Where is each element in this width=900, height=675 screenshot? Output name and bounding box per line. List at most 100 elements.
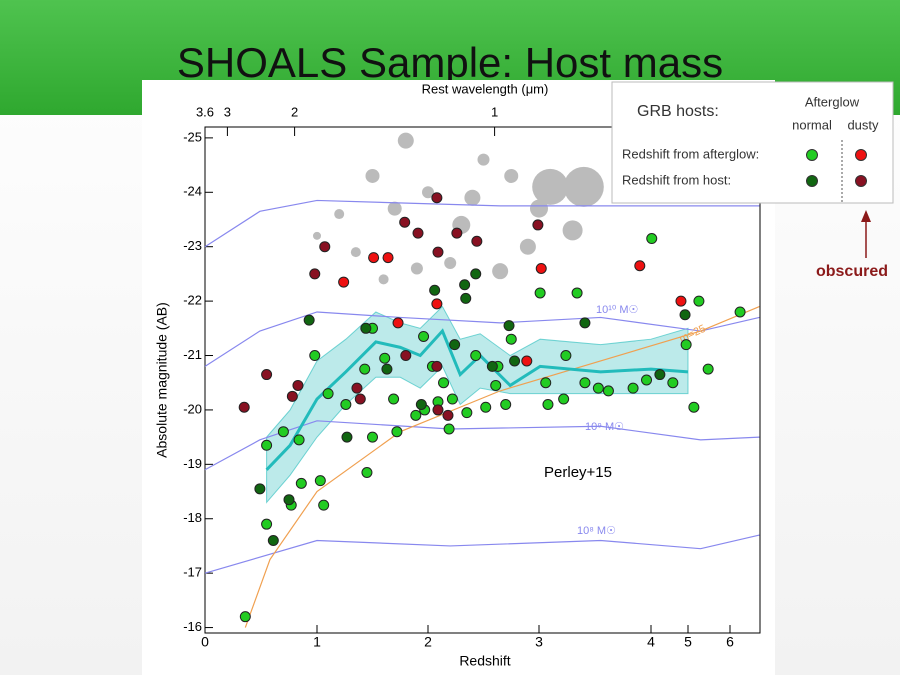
- annotation: obscured: [816, 263, 888, 280]
- grb-host: [667, 377, 679, 389]
- grb-host: [679, 309, 691, 321]
- grb-host: [460, 292, 472, 304]
- grb-host: [418, 330, 430, 342]
- legend: [611, 81, 894, 204]
- grb-host: [461, 407, 473, 419]
- grb-host: [654, 369, 666, 381]
- grb-host: [431, 360, 443, 372]
- field-galaxy: [562, 220, 583, 241]
- grb-host: [382, 252, 394, 264]
- field-galaxy: [365, 168, 380, 183]
- grb-host: [560, 350, 572, 362]
- field-galaxy: [378, 274, 389, 285]
- grb-host: [446, 393, 458, 405]
- grb-host: [540, 377, 552, 389]
- mass-track: [204, 534, 760, 574]
- grb-host: [486, 360, 498, 372]
- grb-host: [429, 284, 441, 296]
- grb-host: [391, 426, 403, 438]
- grb-host: [254, 483, 266, 495]
- grb-host: [432, 404, 444, 416]
- grb-host: [579, 377, 591, 389]
- grb-host: [292, 379, 304, 391]
- grb-host: [675, 295, 687, 307]
- grb-host: [532, 219, 544, 231]
- grb-host: [400, 350, 412, 362]
- grb-host: [558, 393, 570, 405]
- line-label: 10⁹ M☉: [585, 421, 624, 433]
- field-galaxy: [334, 209, 345, 220]
- slide-title: SHOALS Sample: Host mass: [177, 39, 723, 86]
- grb-host: [693, 295, 705, 307]
- grb-host: [392, 317, 404, 329]
- grb-host: [592, 382, 604, 394]
- grb-host: [702, 363, 714, 375]
- legend-swatch: [855, 149, 867, 161]
- legend-title: GRB hosts:: [637, 103, 719, 120]
- field-galaxy: [422, 186, 434, 199]
- field-galaxy: [350, 247, 361, 258]
- arrow-head: [861, 210, 871, 222]
- grb-host: [286, 390, 298, 402]
- grb-host: [521, 355, 533, 367]
- top-axis-label: Rest wavelength (μm): [422, 81, 549, 96]
- grb-host: [505, 333, 517, 345]
- top-tick-label: 3: [224, 104, 231, 119]
- grb-host: [341, 431, 353, 443]
- grb-host: [451, 227, 463, 239]
- grb-host: [542, 398, 554, 410]
- grb-host: [500, 398, 512, 410]
- top-tick-label: 1: [491, 104, 498, 119]
- top-tick-label: 3.6: [196, 104, 214, 119]
- field-galaxy: [464, 189, 481, 206]
- grb-host: [283, 494, 295, 506]
- field-galaxy: [444, 257, 457, 270]
- mass-track: [204, 311, 760, 367]
- legend-row: Redshift from host:: [622, 172, 731, 187]
- y-tick-label: -25: [183, 129, 202, 144]
- x-tick-label: 6: [726, 634, 734, 650]
- y-tick-label: -18: [183, 510, 202, 525]
- x-tick-label: 4: [647, 634, 655, 650]
- field-galaxy: [477, 153, 490, 166]
- grb-host: [471, 235, 483, 247]
- legend-column: normal: [792, 117, 832, 132]
- grb-host: [442, 409, 454, 421]
- grb-host: [238, 401, 250, 413]
- y-tick-label: -21: [183, 347, 202, 362]
- field-galaxy: [519, 238, 536, 255]
- grb-host: [277, 426, 289, 438]
- grb-host: [360, 322, 372, 334]
- y-tick-label: -23: [183, 238, 202, 253]
- grb-host: [261, 518, 273, 530]
- legend-column-title: Afterglow: [805, 94, 860, 109]
- x-tick-label: 2: [424, 634, 432, 650]
- field-galaxy: [504, 168, 519, 183]
- grb-host: [361, 466, 373, 478]
- grb-host: [351, 382, 363, 394]
- legend-swatch: [806, 149, 818, 161]
- grb-host: [322, 388, 334, 400]
- grb-host: [412, 227, 424, 239]
- grb-host: [503, 320, 515, 332]
- y-tick-label: -20: [183, 401, 202, 416]
- annotation: Perley+15: [544, 464, 612, 481]
- mass-track: [204, 199, 760, 248]
- x-tick-label: 3: [535, 634, 543, 650]
- grb-host: [634, 260, 646, 272]
- grb-host: [734, 306, 746, 318]
- grb-host: [318, 499, 330, 511]
- x-tick-label: 0: [201, 634, 209, 650]
- grb-host: [480, 401, 492, 413]
- field-galaxy: [492, 263, 509, 280]
- grb-host: [509, 355, 521, 367]
- field-galaxy: [387, 201, 402, 216]
- grb-host: [295, 477, 307, 489]
- y-tick-label: -19: [183, 456, 202, 471]
- grb-host: [449, 339, 461, 351]
- grb-host: [431, 192, 443, 204]
- x-tick-label: 5: [684, 634, 692, 650]
- grb-host: [388, 393, 400, 405]
- grb-host: [680, 339, 692, 351]
